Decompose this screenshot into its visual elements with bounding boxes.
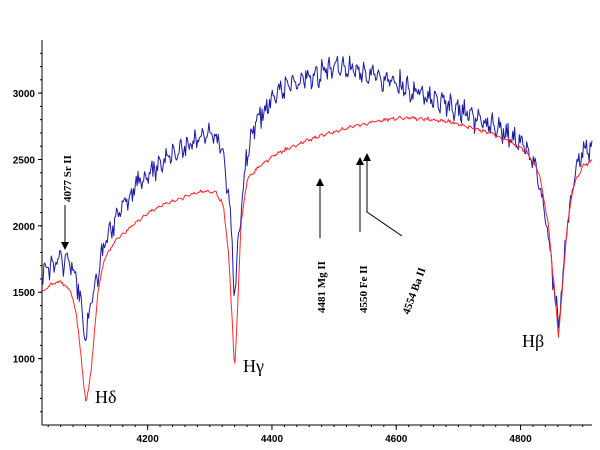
annotation-fe-ii: 4550 Fe II <box>358 265 370 313</box>
arrow-ba-ii <box>366 160 403 237</box>
y-ticks: 1000 1500 2000 2500 3000 <box>13 52 42 413</box>
x-tick-label: 4200 <box>137 434 160 445</box>
annotation-ba-ii: 4554 Ba II <box>401 266 429 316</box>
annotation-sr-ii: 4077 Sr II <box>62 155 74 202</box>
series-layer <box>41 55 593 402</box>
arrowhead-fe-ii <box>356 157 364 165</box>
y-tick-label: 3000 <box>13 89 36 100</box>
line-label-h-delta: Hδ <box>95 387 116 407</box>
arrowhead-ba-ii <box>363 153 371 161</box>
annotation-mg-ii: 4481 Mg II <box>316 261 328 313</box>
x-tick-label: 4600 <box>385 434 408 445</box>
arrowhead-mg-ii <box>316 178 324 186</box>
line-label-h-beta: Hβ <box>522 331 544 351</box>
y-tick-label: 1000 <box>13 355 36 366</box>
y-tick-label: 2500 <box>13 155 36 166</box>
y-tick-label: 1500 <box>13 288 36 299</box>
y-tick-label: 2000 <box>13 222 36 233</box>
arrowhead-sr-ii <box>61 242 69 250</box>
series-line-red <box>41 115 593 402</box>
x-ticks: 4200 4400 4600 4800 <box>47 425 584 445</box>
annotation-arrows <box>61 153 403 250</box>
series-line-blue <box>41 55 593 342</box>
line-label-h-gamma: Hγ <box>243 356 264 376</box>
x-tick-label: 4800 <box>509 434 532 445</box>
x-tick-label: 4400 <box>261 434 284 445</box>
